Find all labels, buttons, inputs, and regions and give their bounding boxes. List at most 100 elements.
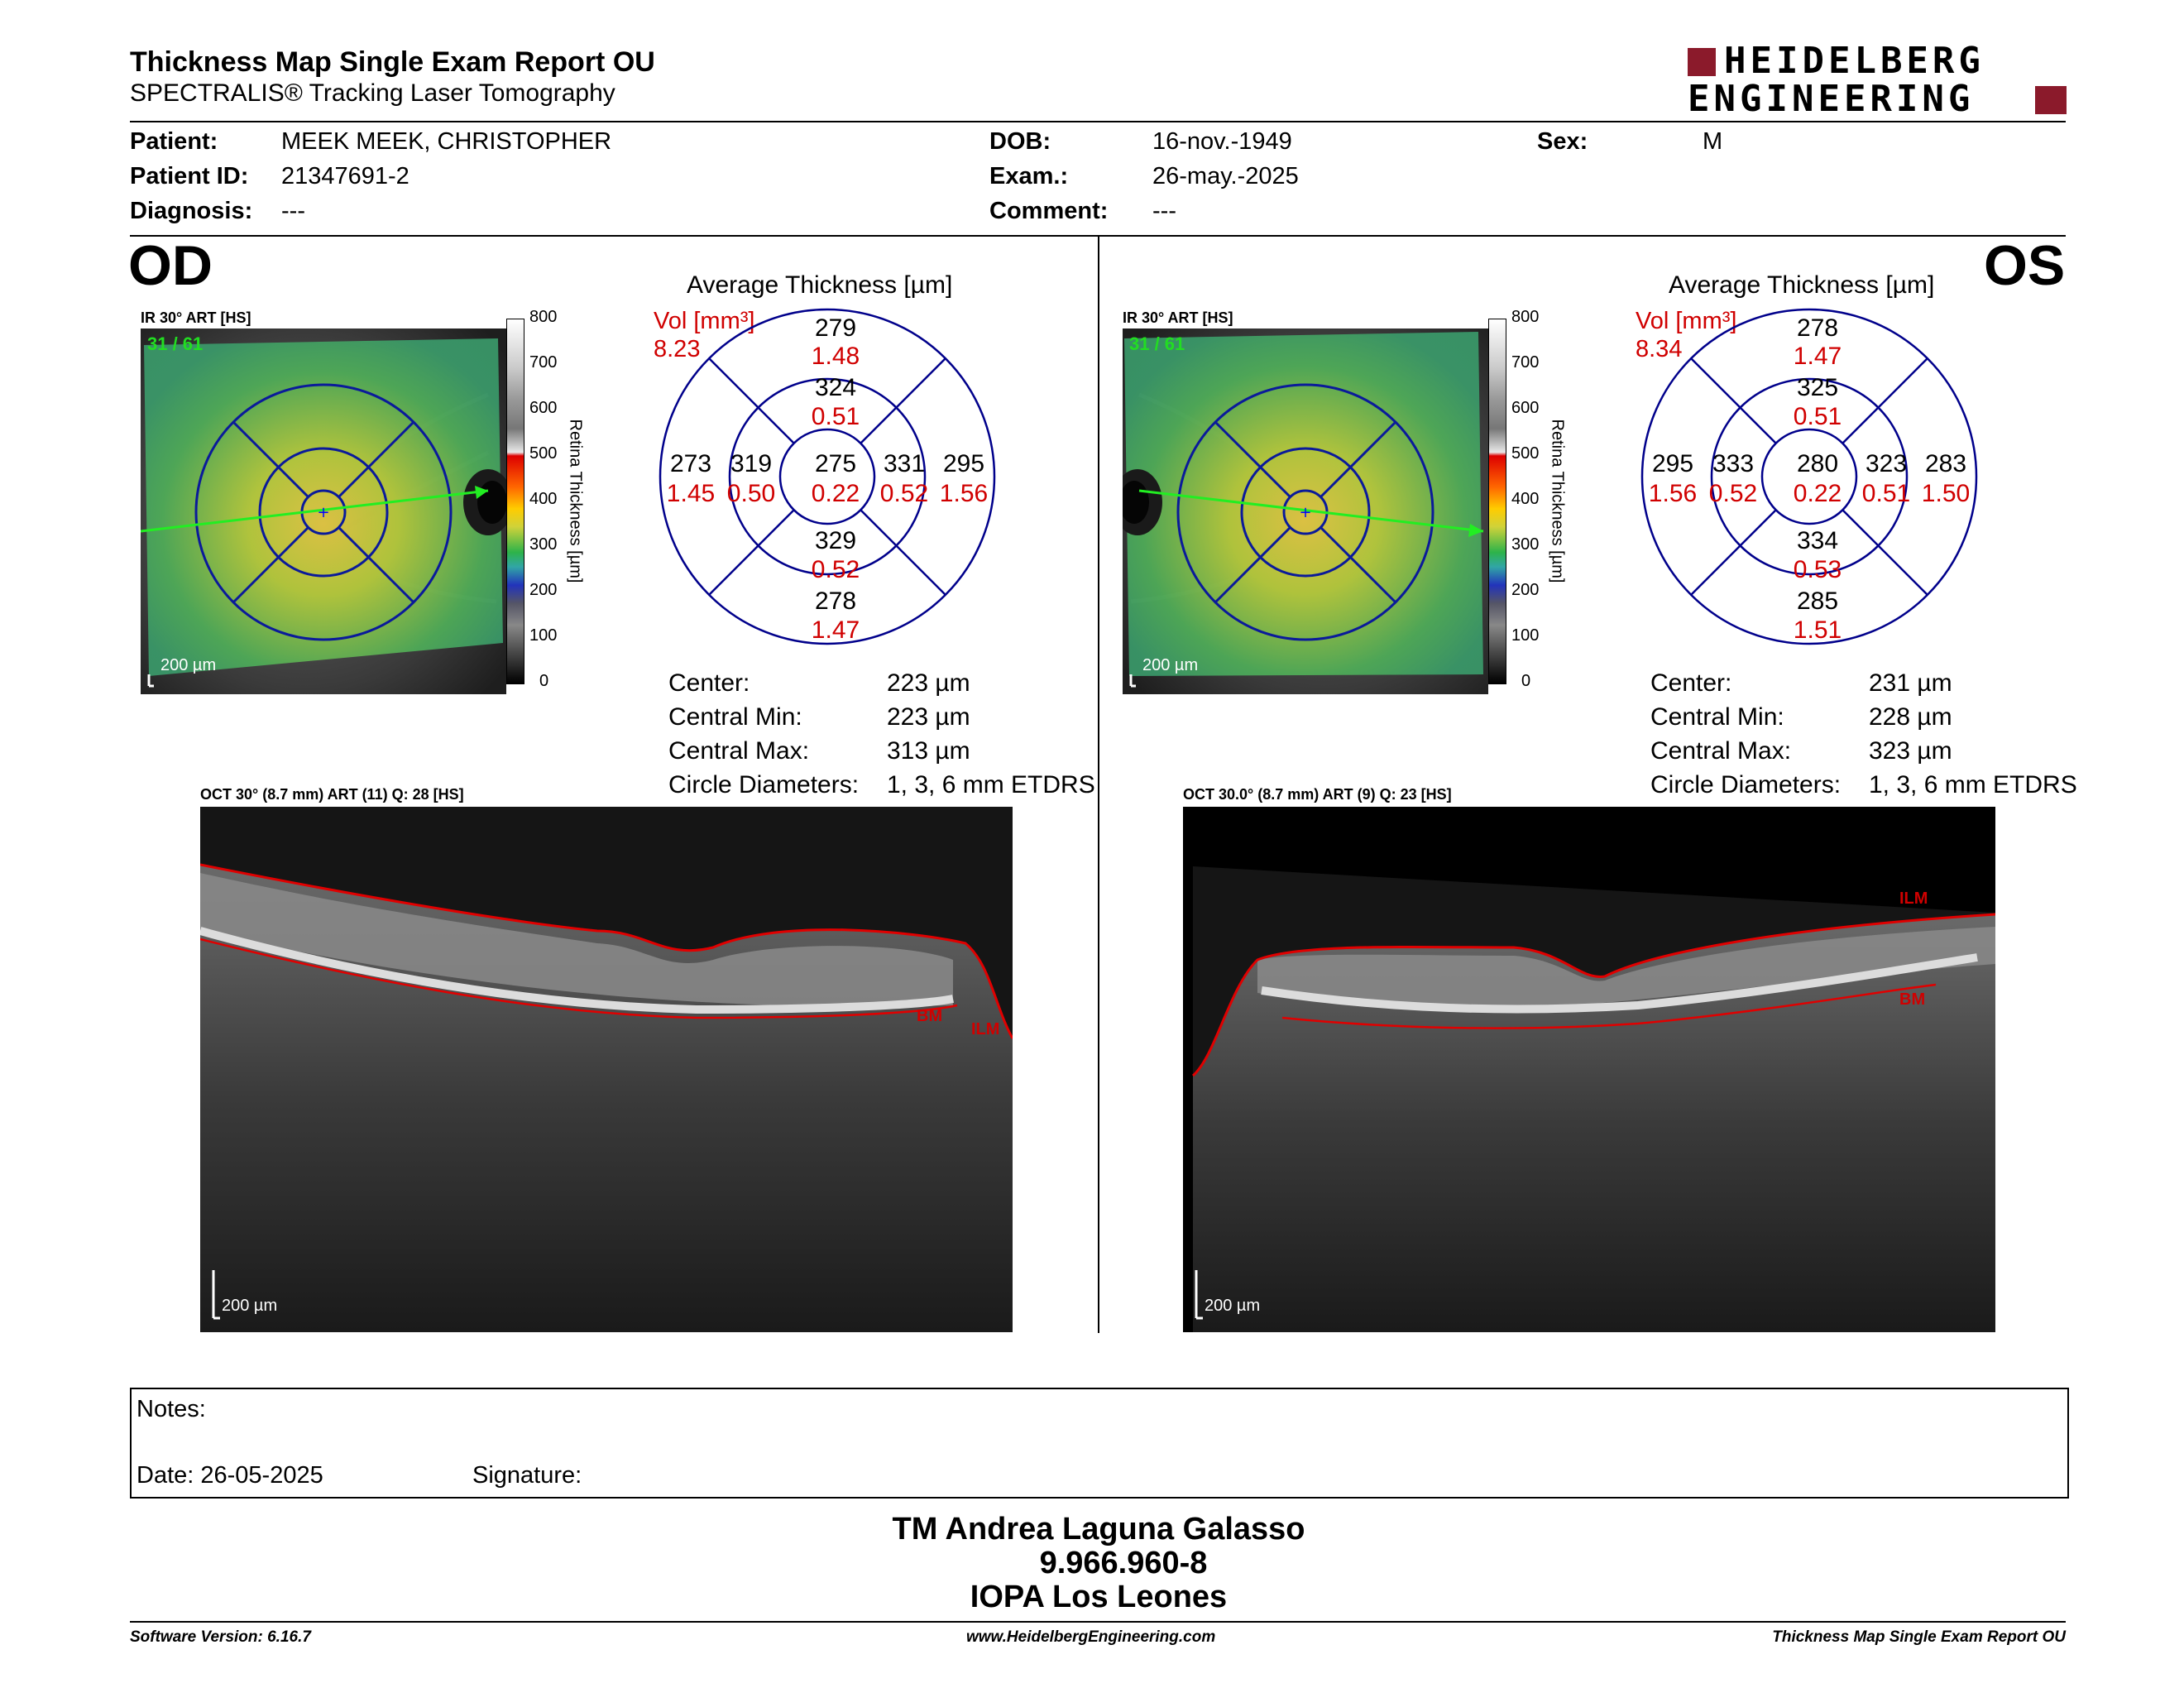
footer-divider	[130, 1621, 2066, 1623]
os-inner-sup-vol: 0.51	[1793, 403, 1842, 430]
report-subtitle: SPECTRALIS® Tracking Laser Tomography	[130, 79, 615, 107]
notes-signature-label: Signature:	[472, 1462, 582, 1489]
os-outer-sup-vol: 1.47	[1793, 343, 1842, 370]
os-outer-left-vol: 1.56	[1648, 480, 1698, 507]
od-outer-left: 273	[669, 450, 712, 477]
os-inner-inf: 334	[1796, 527, 1839, 554]
os-tick-400: 400	[1511, 490, 1540, 508]
od-tick-800: 800	[529, 308, 558, 326]
od-outer-inf: 278	[814, 587, 857, 615]
notes-box[interactable]: Notes: Date: 26-05-2025 Signature:	[130, 1388, 2069, 1499]
os-center: 280	[1796, 450, 1839, 477]
os-outer-inf: 285	[1796, 587, 1839, 615]
logo-line1: HEIDELBERG	[1724, 40, 1985, 82]
od-oct-scale: 200 µm	[222, 1297, 278, 1315]
os-frame-count: 31 / 61	[1129, 333, 1185, 354]
os-tick-700: 700	[1511, 353, 1540, 372]
heidelberg-logo: HEIDELBERG ENGINEERING	[1688, 40, 2068, 120]
os-max-label: Central Max:	[1650, 737, 1792, 765]
os-tick-500: 500	[1511, 444, 1540, 463]
os-inner-inf-vol: 0.53	[1793, 556, 1842, 583]
os-fundus-image: + 31 / 61 200 µm	[1123, 328, 1488, 694]
od-ilm-label: ILM	[971, 1020, 1000, 1038]
od-tick-500: 500	[529, 444, 558, 463]
od-fundus-scale: 200 µm	[160, 656, 217, 674]
od-tick-0: 0	[539, 672, 549, 690]
footer-report: Thickness Map Single Exam Report OU	[1772, 1628, 2066, 1646]
od-tick-300: 300	[529, 535, 558, 554]
od-inner-left-vol: 0.50	[726, 480, 776, 507]
od-outer-left-vol: 1.45	[666, 480, 716, 507]
diagnosis-value: ---	[281, 198, 305, 224]
comment-value: ---	[1152, 198, 1176, 224]
signer-name: TM Andrea Laguna Galasso	[892, 1512, 1305, 1547]
os-vol-value: 8.34	[1636, 336, 1683, 362]
patient-divider	[130, 235, 2066, 237]
notes-label: Notes:	[136, 1396, 206, 1422]
od-center: 275	[814, 450, 857, 477]
patient-id-label: Patient ID:	[130, 163, 249, 189]
od-eye-label: OD	[128, 234, 213, 297]
patient-value: MEEK MEEK, CHRISTOPHER	[281, 128, 612, 155]
report-title: Thickness Map Single Exam Report OU	[130, 46, 655, 78]
od-avg-title: Average Thickness [µm]	[687, 271, 953, 299]
od-inner-inf: 329	[814, 527, 857, 554]
header-divider	[130, 121, 2066, 122]
od-inner-left: 319	[730, 450, 773, 477]
os-oct-scale: 200 µm	[1205, 1297, 1261, 1315]
od-frame-count: 31 / 61	[147, 333, 204, 354]
od-tick-600: 600	[529, 399, 558, 417]
od-oct-label: OCT 30° (8.7 mm) ART (11) Q: 28 [HS]	[200, 786, 464, 803]
os-diam-label: Circle Diameters:	[1650, 771, 1842, 798]
signer-institution: IOPA Los Leones	[970, 1580, 1228, 1614]
os-min-label: Central Min:	[1650, 703, 1784, 731]
od-oct-image: BM ILM 200 µm	[200, 807, 1013, 1332]
os-inner-right: 323	[1865, 450, 1908, 477]
notes-date: Date: 26-05-2025	[136, 1462, 323, 1489]
od-inner-right-vol: 0.52	[879, 480, 929, 507]
od-bm-label: BM	[917, 1007, 943, 1025]
od-inner-sup: 324	[814, 374, 857, 401]
dob-label: DOB:	[989, 128, 1051, 155]
exam-label: Exam.:	[989, 163, 1069, 189]
signer-id: 9.966.960-8	[1039, 1546, 1208, 1580]
svg-text:+: +	[1299, 504, 1311, 521]
od-center-vol: 0.22	[811, 480, 860, 507]
od-outer-sup: 279	[814, 314, 857, 342]
os-inner-sup: 325	[1796, 374, 1839, 401]
os-bm-label: BM	[1899, 990, 1926, 1009]
os-min-value: 228 µm	[1869, 703, 1952, 731]
footer-website[interactable]: www.HeidelbergEngineering.com	[966, 1628, 1216, 1646]
os-eye-label: OS	[1984, 234, 2066, 297]
os-inner-left-vol: 0.52	[1708, 480, 1758, 507]
svg-text:+: +	[317, 504, 329, 521]
exam-value: 26-may.-2025	[1152, 163, 1299, 189]
od-etdrs-grid	[659, 308, 996, 645]
os-etdrs-grid	[1640, 308, 1978, 645]
od-outer-right-vol: 1.56	[939, 480, 989, 507]
os-outer-left: 295	[1651, 450, 1694, 477]
od-center-value: 223 µm	[887, 669, 970, 697]
patient-label: Patient:	[130, 128, 218, 155]
od-inner-right: 331	[883, 450, 926, 477]
os-tick-800: 800	[1511, 308, 1540, 326]
os-center-label: Center:	[1650, 669, 1732, 697]
os-colorbar	[1488, 319, 1506, 684]
logo-line2: ENGINEERING	[1688, 78, 1975, 120]
os-inner-right-vol: 0.51	[1861, 480, 1911, 507]
os-ilm-label: ILM	[1899, 890, 1928, 908]
os-outer-right-vol: 1.50	[1921, 480, 1971, 507]
os-outer-right: 283	[1924, 450, 1967, 477]
od-fundus-label: IR 30° ART [HS]	[141, 309, 251, 326]
od-vol-label: Vol [mm³]	[654, 308, 755, 334]
dob-value: 16-nov.-1949	[1152, 128, 1292, 155]
os-center-value: 231 µm	[1869, 669, 1952, 697]
patient-id-value: 21347691-2	[281, 163, 410, 189]
od-outer-sup-vol: 1.48	[811, 343, 860, 370]
os-tick-0: 0	[1521, 672, 1531, 690]
os-tick-300: 300	[1511, 535, 1540, 554]
od-tick-700: 700	[529, 353, 558, 372]
od-fundus-image: + 31 / 61 200 µm	[141, 328, 506, 694]
os-tick-100: 100	[1511, 626, 1540, 645]
od-colorbar-label: Retina Thickness [µm]	[566, 419, 585, 583]
